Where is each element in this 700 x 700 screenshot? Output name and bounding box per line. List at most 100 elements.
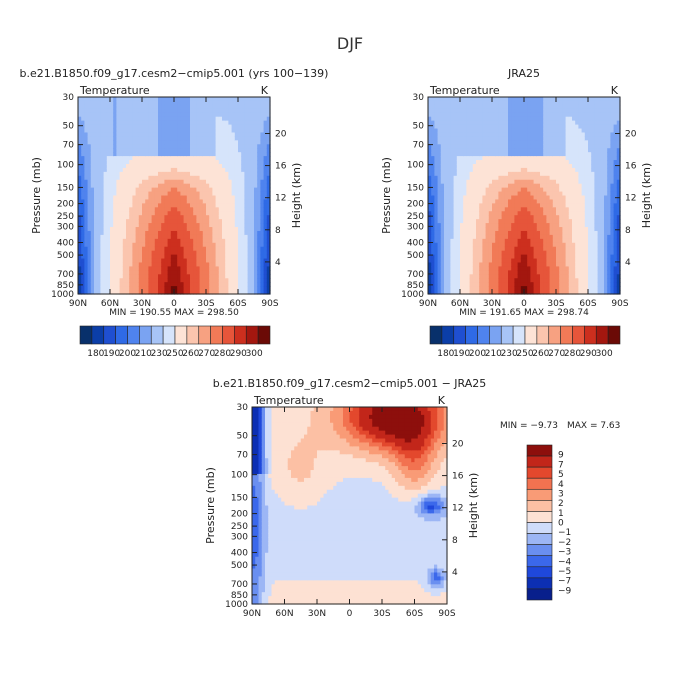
panel1-cell [154,112,159,118]
panel1-cell [87,148,92,153]
panel2-cell [463,223,467,228]
panel1-cell [145,183,149,189]
panel1-cell [190,258,194,264]
panel1-cell [110,274,114,279]
panel2-cell [444,215,448,220]
panel1-ytick-label: 50 [63,122,75,132]
panel2-cell [533,227,538,232]
panel2-cell [460,156,464,161]
panel1-cell [164,227,169,232]
panel1-cell [110,97,114,102]
panel1-cell [122,234,127,240]
panel1-cell [193,152,197,157]
panel1-cell [196,167,201,173]
panel1-cell [244,140,249,145]
panel1-cell [206,124,210,130]
panel1-cell [266,258,271,264]
panel2-cell [482,286,487,291]
panel1-cell [90,215,95,220]
panel2-field [428,97,621,295]
panel1-cell [263,290,268,295]
panel1-cell [110,270,114,275]
panel1-cell [257,195,261,201]
panel1-cell [116,266,121,271]
panel1-cell [110,211,114,216]
panel1-cell [97,282,101,287]
panel1-cell [177,211,181,216]
panel2-cell [495,250,499,256]
panel2-cell [456,163,461,169]
panel2-cell [543,124,547,130]
panel2-cell [476,171,480,177]
panel1-cell [138,230,143,236]
panel1-cell [199,148,204,153]
panel1-cell [113,108,117,114]
panel1-cell [247,286,252,291]
panel1-cell [151,191,156,197]
panel1-cell [164,116,169,122]
panel1-cell [81,274,85,279]
panel1-cell [180,250,185,256]
panel1-cell [142,211,146,216]
panel1-cell [126,167,130,173]
panel2-cell [533,290,538,295]
panel1-cell [119,148,124,153]
panel1-cell [234,132,239,137]
panel1-cell [234,242,239,248]
panel1-cell [100,223,105,228]
panel1-cell [84,262,89,268]
panel1-cell [170,195,175,201]
panel1-cell [113,242,117,248]
panel1-cell [238,175,242,181]
panel2-cell [527,211,531,216]
panel1-cell [222,160,226,165]
panel1-cell [222,108,226,114]
panel1-cell [129,207,133,212]
panel2-cell [444,223,448,228]
panel1-cell [126,219,130,224]
panel1-cell [116,124,121,130]
panel1-cell [193,112,197,118]
panel1-cell [186,211,191,216]
panel2-cell [524,167,528,173]
panel1-cell [148,152,153,157]
panel1-cell [183,238,188,244]
panel2-cell [476,274,480,279]
panel1-cell [199,286,204,291]
panel1-cell [132,274,137,279]
panel1-cell [250,266,255,271]
panel2-cell [456,211,461,216]
panel2-cell [540,100,544,106]
panel1-cell [209,132,213,137]
panel1-colorbar-box [245,325,259,345]
panel2-cell [469,246,474,252]
panel2-cell [517,156,522,161]
panel2-cell [543,254,547,260]
panel1-cell [190,167,194,173]
panel2-cell [533,219,538,224]
panel1-cell [186,270,191,275]
panel1-cell [218,116,223,122]
panel2-cell [488,108,493,114]
panel2-cell [495,246,499,252]
panel2-cell [472,250,477,256]
panel2-cell [533,238,538,244]
panel1-cell [142,238,146,244]
panel1-cell [94,262,98,268]
panel2-cell [447,160,451,165]
panel1-cell [167,112,172,118]
panel1-cell [257,187,261,193]
panel2-cell [527,140,531,145]
panel1-cell [151,227,156,232]
panel1-cell [228,234,233,240]
panel1-cell [87,136,92,141]
panel2-cell [463,219,467,224]
panel1-cell [116,227,121,232]
panel1-cell [94,112,98,118]
panel2-cell [463,140,467,145]
panel1-cell [250,167,255,173]
panel1-cell [222,242,226,248]
panel1-cell [170,246,175,252]
panel1-cell [186,116,191,122]
panel1-cell [78,215,82,220]
